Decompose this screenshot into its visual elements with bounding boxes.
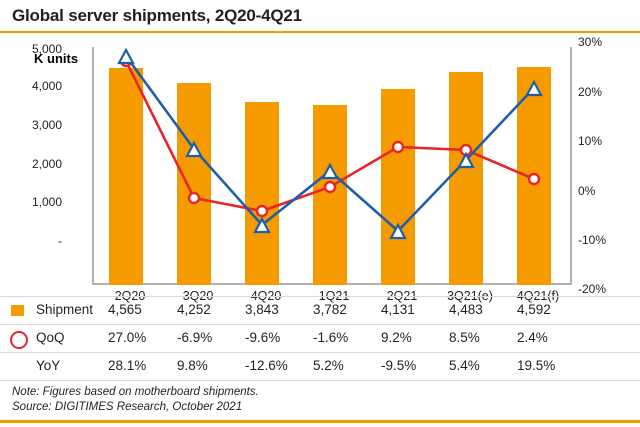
y-tick-right-3: 0% (578, 184, 596, 198)
y-tick-right-0: 30% (578, 35, 603, 49)
bar-4Q20 (245, 102, 279, 285)
y-tick-left-1: 4,000 (31, 79, 62, 93)
y-tick-right-5: -20% (578, 282, 607, 296)
cell-qoq-2Q20: 27.0% (108, 330, 147, 345)
cell-qoq-4Q20: -9.6% (245, 330, 281, 345)
yoy-marker-3Q21e (457, 151, 475, 169)
y-tick-right-2: 10% (578, 134, 603, 148)
cell-shipment-4Q21f: 4,592 (517, 302, 551, 317)
cell-shipment-2Q21: 4,131 (381, 302, 415, 317)
bars-group (92, 47, 570, 285)
yoy-marker-1Q21 (321, 162, 339, 180)
bar-3Q21e (449, 72, 483, 285)
note-line-2: Source: DIGITIMES Research, October 2021 (12, 401, 243, 413)
cell-yoy-3Q21e: 5.4% (449, 358, 480, 373)
title-divider (0, 31, 640, 33)
table-row-shipment: Shipment 4,565 4,252 3,843 3,782 4,131 4… (0, 296, 640, 325)
plot-region (92, 47, 570, 285)
y-tick-right-1: 20% (578, 85, 603, 99)
y-axis-label: K units (34, 51, 79, 66)
cell-shipment-4Q20: 3,843 (245, 302, 279, 317)
cell-yoy-2Q21: -9.5% (381, 358, 417, 373)
y-tick-left-3: 2,000 (31, 157, 62, 171)
yoy-marker-4Q21f (525, 79, 543, 97)
yoy-marker-4Q20 (253, 216, 271, 234)
cell-yoy-2Q20: 28.1% (108, 358, 147, 373)
bar-2Q21 (381, 89, 415, 285)
cell-qoq-1Q21: -1.6% (313, 330, 349, 345)
cell-shipment-1Q21: 3,782 (313, 302, 347, 317)
note-line-1: Note: Figures based on motherboard shipm… (12, 386, 259, 398)
chart-notes: Note: Figures based on motherboard shipm… (12, 385, 259, 415)
qoq-marker-4Q20 (255, 204, 269, 218)
bar-2Q20 (109, 68, 143, 285)
cell-shipment-3Q20: 4,252 (177, 302, 211, 317)
cell-qoq-3Q20: -6.9% (177, 330, 213, 345)
cell-qoq-4Q21f: 2.4% (517, 330, 548, 345)
y-axis-left (92, 47, 94, 285)
row-label-qoq: QoQ (36, 330, 65, 345)
bar-1Q21 (313, 105, 347, 285)
yoy-marker-2Q21 (389, 222, 407, 240)
cell-shipment-2Q20: 4,565 (108, 302, 142, 317)
qoq-marker-2Q21 (391, 140, 405, 154)
table-row-qoq: QoQ 27.0% -6.9% -9.6% -1.6% 9.2% 8.5% 2.… (0, 325, 640, 353)
cell-qoq-3Q21e: 8.5% (449, 330, 480, 345)
yoy-marker-2Q20 (117, 47, 135, 65)
page-title: Global server shipments, 2Q20-4Q21 (12, 6, 302, 25)
y-tick-left-4: 1,000 (31, 195, 62, 209)
cell-shipment-3Q21e: 4,483 (449, 302, 483, 317)
table-row-yoy: YoY 28.1% 9.8% -12.6% 5.2% -9.5% 5.4% 19… (0, 353, 640, 381)
line-series-overlay (117, 47, 543, 240)
qoq-legend-circle-icon (10, 331, 28, 349)
y-tick-left-5: - (58, 234, 62, 248)
y-tick-left-0: 5,000 (31, 42, 62, 56)
row-label-shipment: Shipment (36, 302, 94, 317)
data-table: Shipment 4,565 4,252 3,843 3,782 4,131 4… (0, 296, 640, 381)
qoq-marker-4Q21f (527, 172, 541, 186)
yoy-line (124, 55, 535, 233)
bar-3Q20 (177, 83, 211, 285)
cell-qoq-2Q21: 9.2% (381, 330, 412, 345)
y-tick-left-2: 3,000 (31, 118, 62, 132)
bottom-divider (0, 420, 640, 423)
shipment-legend-swatch-icon (11, 305, 24, 316)
cell-yoy-4Q21f: 19.5% (517, 358, 556, 373)
cell-yoy-4Q20: -12.6% (245, 358, 288, 373)
cell-yoy-1Q21: 5.2% (313, 358, 344, 373)
y-tick-right-4: -10% (578, 233, 607, 247)
qoq-marker-1Q21 (323, 180, 337, 194)
cell-yoy-3Q20: 9.8% (177, 358, 208, 373)
row-label-yoy: YoY (36, 358, 61, 373)
chart-area: K units 5,000 4,000 3,000 2,000 1,000 - … (0, 33, 640, 303)
qoq-marker-3Q20 (187, 191, 201, 205)
yoy-marker-3Q20 (185, 140, 203, 158)
y-axis-right (570, 47, 572, 285)
